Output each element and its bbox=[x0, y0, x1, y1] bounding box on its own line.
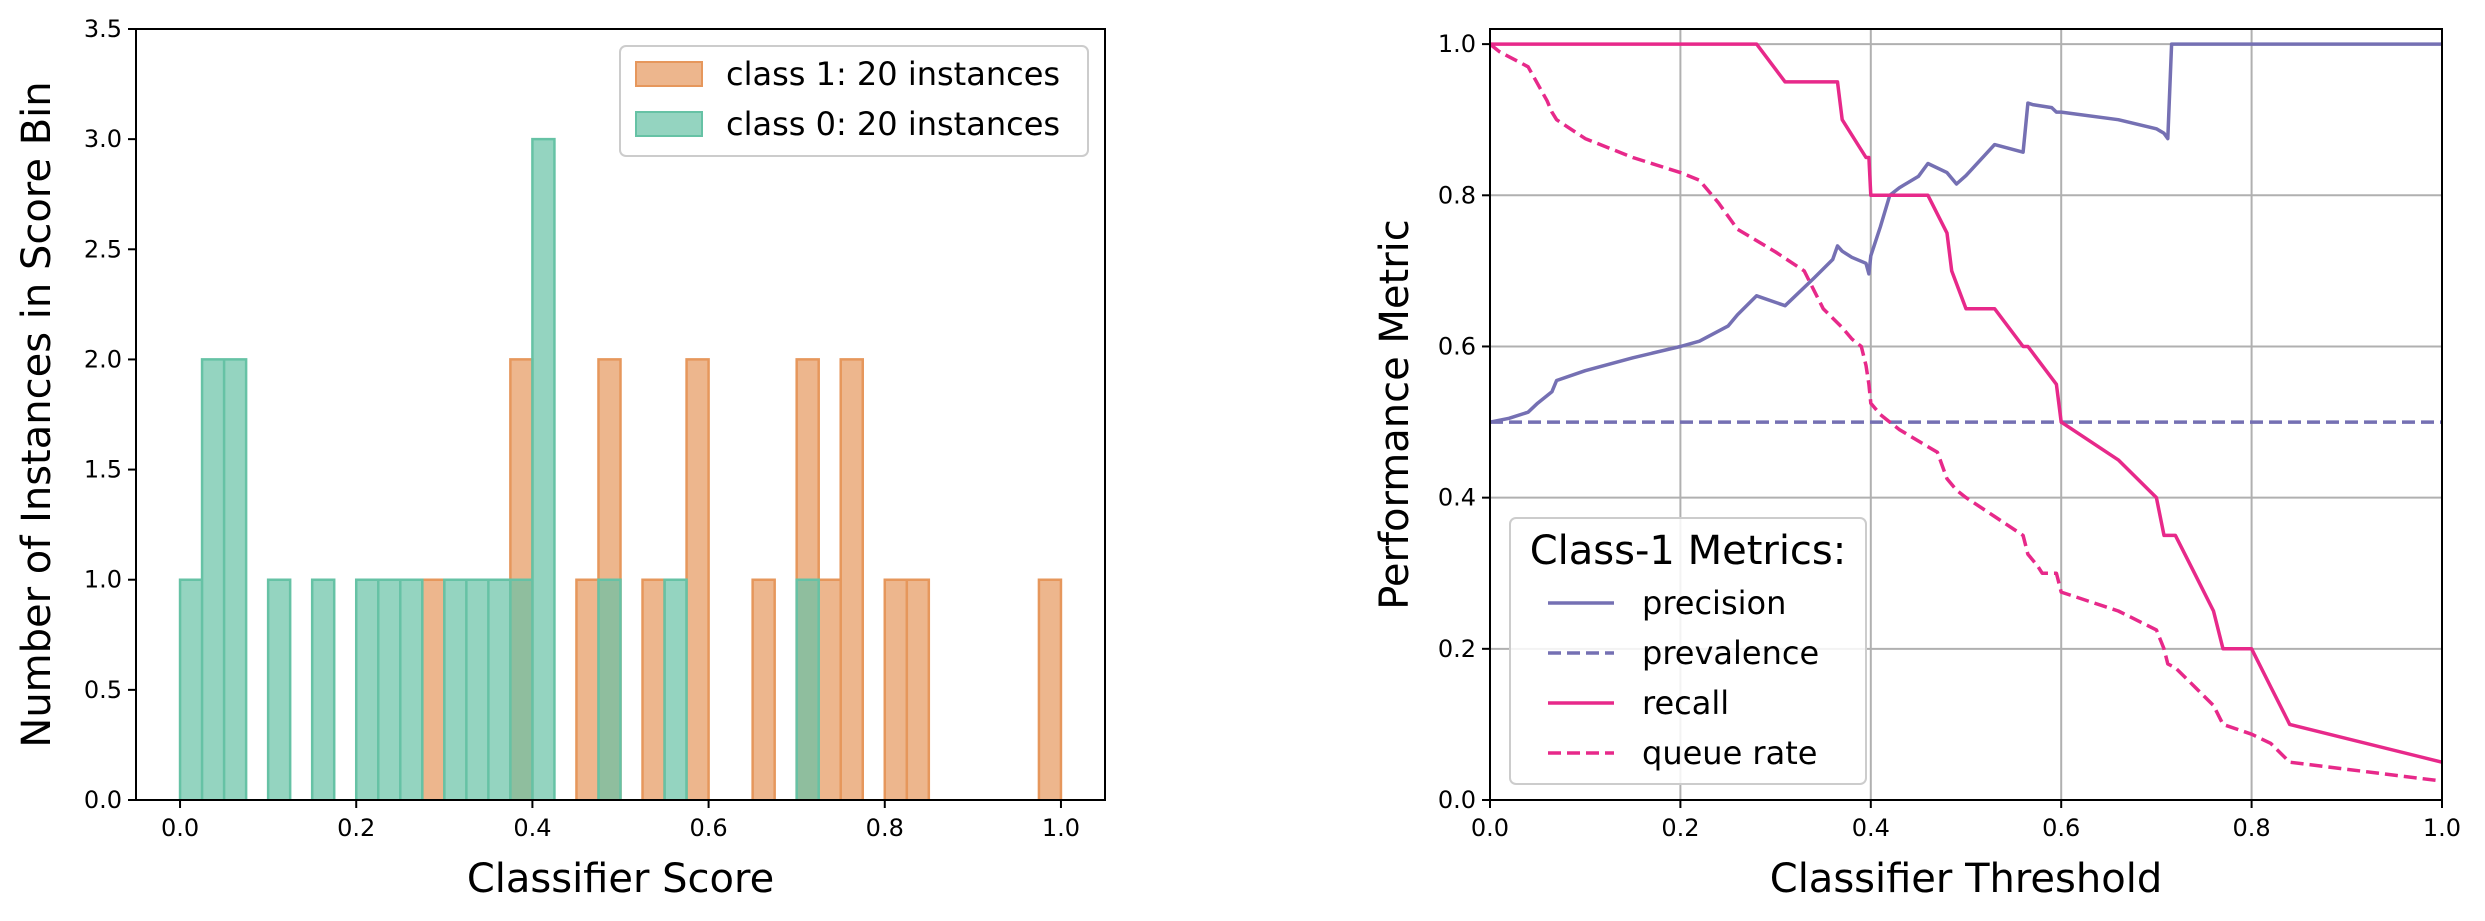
bar-class1-11 bbox=[906, 579, 929, 800]
x-tick-label: 0.6 bbox=[690, 814, 728, 842]
bar-class1-10 bbox=[884, 579, 907, 800]
histogram-legend: class 1: 20 instances class 0: 20 instanc… bbox=[619, 45, 1089, 157]
legend-swatch-class1 bbox=[635, 61, 703, 87]
series-line-recall bbox=[1490, 42, 2443, 764]
x-tick-label: 0.6 bbox=[2042, 814, 2080, 842]
series-line-precision bbox=[1490, 42, 2442, 424]
y-tick-label: 1.0 bbox=[84, 566, 122, 594]
y-tick-label: 0.4 bbox=[1438, 484, 1476, 512]
bar-class1-4 bbox=[642, 579, 665, 800]
bar-class1-5 bbox=[686, 359, 709, 800]
bar-class0-7 bbox=[400, 579, 423, 800]
bar-class0-0 bbox=[180, 579, 203, 800]
x-tick-label: 0.0 bbox=[161, 814, 199, 842]
bar-outline-class1 bbox=[421, 358, 1063, 800]
bar-class0-1 bbox=[202, 359, 225, 800]
bar-class1-9 bbox=[840, 359, 863, 800]
x-tick-label: 0.0 bbox=[1471, 814, 1509, 842]
x-axis-label: Classifier Score bbox=[467, 856, 774, 902]
bar-class0-9 bbox=[466, 579, 489, 800]
bar-class1-6 bbox=[752, 579, 775, 800]
y-tick-label: 0.6 bbox=[1438, 332, 1476, 360]
plot-frame bbox=[1489, 28, 2443, 801]
y-tick-label: 0.0 bbox=[1438, 786, 1476, 814]
x-tick-label: 1.0 bbox=[2423, 814, 2461, 842]
bar-class0-13 bbox=[598, 579, 621, 800]
plot-frame bbox=[135, 28, 1106, 801]
threshold-metrics-panel: 0.0 0.2 0.4 0.6 0.8 1.0 0.0 0.2 0.4 0.6 0.8 1.0 Clas… bbox=[1372, 28, 2461, 902]
legend-title: Class-1 Metrics: bbox=[1530, 528, 1847, 574]
y-tick-label: 0.0 bbox=[84, 786, 122, 814]
x-tick-label: 0.8 bbox=[2233, 814, 2271, 842]
x-tick-label: 0.2 bbox=[337, 814, 375, 842]
bar-class1-8 bbox=[818, 579, 841, 800]
bar-class0-4 bbox=[312, 579, 335, 800]
metrics-legend: Class-1 Metrics: precision prevalence recal… bbox=[1509, 517, 1867, 785]
legend-label-recall: recall bbox=[1642, 684, 1729, 722]
legend-box bbox=[1509, 517, 1867, 785]
bar-class0-2 bbox=[224, 359, 247, 800]
y-tick-label: 2.5 bbox=[84, 235, 122, 263]
bar-class0-11 bbox=[510, 579, 533, 800]
bar-class1-0 bbox=[422, 579, 445, 800]
y-tick-label: 1.5 bbox=[84, 456, 122, 484]
x-tick-label: 0.2 bbox=[1661, 814, 1699, 842]
bar-class0-12 bbox=[532, 139, 555, 801]
bar-class0-6 bbox=[378, 579, 401, 800]
bar-outline-class0 bbox=[178, 137, 820, 800]
x-tick-label: 1.0 bbox=[1042, 814, 1080, 842]
y-axis-label: Number of Instances in Score Bin bbox=[14, 81, 60, 747]
x-tick-label: 0.8 bbox=[866, 814, 904, 842]
legend-label-prevalence: prevalence bbox=[1642, 634, 1819, 672]
y-tick-label: 2.0 bbox=[84, 345, 122, 373]
legend-label-class0: class 0: 20 instances bbox=[726, 105, 1060, 143]
score-histogram-panel: 0.0 0.2 0.4 0.6 0.8 1.0 0.0 0.5 1.0 1.5 2.0 2.5 3.0 3… bbox=[14, 15, 1106, 902]
series-lines bbox=[1490, 42, 2443, 783]
legend-label-queue-rate: queue rate bbox=[1642, 734, 1817, 772]
y-tick-label: 0.8 bbox=[1438, 181, 1476, 209]
y-tick-label: 1.0 bbox=[1438, 30, 1476, 58]
bar-class0-15 bbox=[796, 579, 819, 800]
bar-class0-3 bbox=[268, 579, 291, 800]
legend-label-class1: class 1: 20 instances bbox=[726, 55, 1060, 93]
bar-class0-5 bbox=[356, 579, 379, 800]
legend-box bbox=[619, 45, 1089, 157]
y-tick-label: 0.2 bbox=[1438, 635, 1476, 663]
bar-class0-14 bbox=[664, 579, 687, 800]
bar-class0-10 bbox=[488, 579, 511, 800]
y-tick-label: 3.0 bbox=[84, 125, 122, 153]
y-tick-label: 0.5 bbox=[84, 676, 122, 704]
bar-class0-8 bbox=[444, 579, 467, 800]
legend-swatch-class0 bbox=[635, 111, 703, 137]
bar-class1-12 bbox=[1038, 579, 1061, 800]
x-tick-label: 0.4 bbox=[1852, 814, 1890, 842]
bar-class1-2 bbox=[576, 579, 599, 800]
series-line-queue-rate bbox=[1490, 42, 2443, 783]
y-axis-label: Performance Metric bbox=[1372, 219, 1418, 610]
legend-label-precision: precision bbox=[1642, 584, 1786, 622]
y-tick-label: 3.5 bbox=[84, 15, 122, 43]
x-tick-label: 0.4 bbox=[513, 814, 551, 842]
x-axis-label: Classifier Threshold bbox=[1770, 856, 2162, 902]
